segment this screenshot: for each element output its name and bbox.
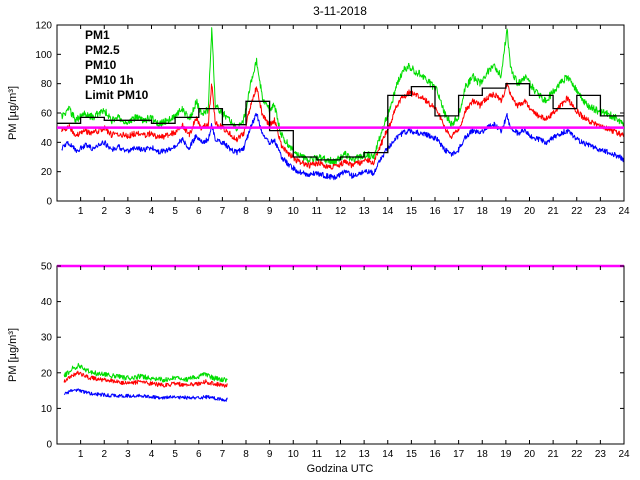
y-tick-label: 100 — [35, 50, 52, 61]
x-tick-label: 4 — [149, 206, 155, 217]
series-PM10 — [63, 362, 228, 383]
x-tick-label: 13 — [359, 206, 371, 217]
x-tick-label: 14 — [382, 449, 394, 460]
x-tick-label: 8 — [243, 449, 249, 460]
bottom-chart: 1 2 3 4 5 6 7 8 9 10 11 12 13 14 15 16 17 18 19 20 21 22 23 240… — [41, 262, 630, 461]
x-tick-label: 7 — [220, 449, 226, 460]
x-tick-label: 11 — [312, 449, 323, 460]
y-tick-label: 60 — [41, 109, 53, 120]
series-PM1 — [63, 388, 228, 402]
x-tick-label: 9 — [267, 206, 273, 217]
series-PM10-1h — [57, 83, 624, 161]
y-tick-label: 20 — [41, 368, 53, 379]
legend-item-PM10: PM10 — [85, 58, 117, 72]
x-tick-label: 20 — [524, 206, 536, 217]
top-y-axis-label: PM [µg/m³] — [7, 86, 19, 140]
x-tick-label: 18 — [477, 449, 489, 460]
legend-item-PM1: PM1 — [85, 28, 110, 42]
x-tick-label: 12 — [335, 206, 347, 217]
series-PM2.5 — [61, 82, 625, 170]
x-tick-label: 1 — [78, 449, 84, 460]
top-chart: 1 2 3 4 5 6 7 8 9 10 11 12 13 14 15 16 17 18 19 20 21 22 23 240… — [35, 21, 630, 218]
x-tick-label: 16 — [429, 206, 441, 217]
x-tick-label: 6 — [196, 449, 202, 460]
chart-title: 3-11-2018 — [313, 4, 367, 18]
x-tick-label: 17 — [453, 206, 465, 217]
x-tick-label: 10 — [288, 449, 300, 460]
x-tick-label: 19 — [500, 206, 512, 217]
y-tick-label: 0 — [46, 440, 52, 451]
bottom-y-axis-label: PM [µg/m³] — [7, 328, 19, 382]
y-tick-label: 120 — [35, 21, 52, 32]
y-tick-label: 50 — [41, 262, 53, 273]
x-tick-label: 19 — [500, 449, 512, 460]
x-tick-label: 12 — [335, 449, 347, 460]
x-tick-label: 23 — [595, 206, 607, 217]
x-tick-label: 2 — [101, 449, 107, 460]
y-tick-label: 0 — [46, 197, 52, 208]
series-PM2.5 — [63, 370, 228, 388]
x-tick-label: 15 — [406, 206, 418, 217]
legend-item-PM2-5: PM2.5 — [85, 43, 120, 57]
y-tick-label: 80 — [41, 79, 53, 90]
x-tick-label: 5 — [172, 449, 178, 460]
x-tick-label: 4 — [149, 449, 155, 460]
bottom-x-axis-label: Godzina UTC — [307, 463, 374, 475]
x-tick-label: 14 — [382, 206, 394, 217]
x-tick-label: 16 — [429, 449, 441, 460]
x-tick-label: 18 — [477, 206, 489, 217]
y-tick-label: 30 — [41, 333, 53, 344]
x-tick-label: 2 — [101, 206, 107, 217]
x-tick-label: 11 — [312, 206, 323, 217]
series-PM1 — [61, 112, 625, 181]
x-tick-label: 5 — [172, 206, 178, 217]
x-tick-label: 24 — [618, 449, 630, 460]
x-tick-label: 7 — [220, 206, 226, 217]
x-tick-label: 21 — [548, 206, 560, 217]
x-tick-label: 23 — [595, 449, 607, 460]
x-tick-label: 22 — [571, 206, 583, 217]
x-tick-label: 9 — [267, 449, 273, 460]
axes-box — [56, 265, 625, 445]
x-tick-label: 22 — [571, 449, 583, 460]
x-tick-label: 3 — [125, 206, 131, 217]
x-tick-label: 24 — [618, 206, 630, 217]
y-tick-label: 20 — [41, 167, 53, 178]
x-tick-label: 13 — [359, 449, 371, 460]
x-tick-label: 6 — [196, 206, 202, 217]
series-PM10 — [61, 27, 625, 166]
legend-item-PM10-1h: PM10 1h — [85, 73, 134, 87]
x-tick-label: 3 — [125, 449, 131, 460]
y-tick-label: 10 — [41, 404, 53, 415]
x-tick-label: 17 — [453, 449, 465, 460]
y-tick-label: 40 — [41, 138, 53, 149]
x-tick-label: 20 — [524, 449, 536, 460]
x-tick-label: 10 — [288, 206, 300, 217]
x-tick-label: 1 — [78, 206, 84, 217]
x-tick-label: 21 — [548, 449, 560, 460]
legend-item-Limit-PM10: Limit PM10 — [85, 88, 149, 102]
y-tick-label: 40 — [41, 297, 53, 308]
x-tick-label: 8 — [243, 206, 249, 217]
x-tick-label: 15 — [406, 449, 418, 460]
